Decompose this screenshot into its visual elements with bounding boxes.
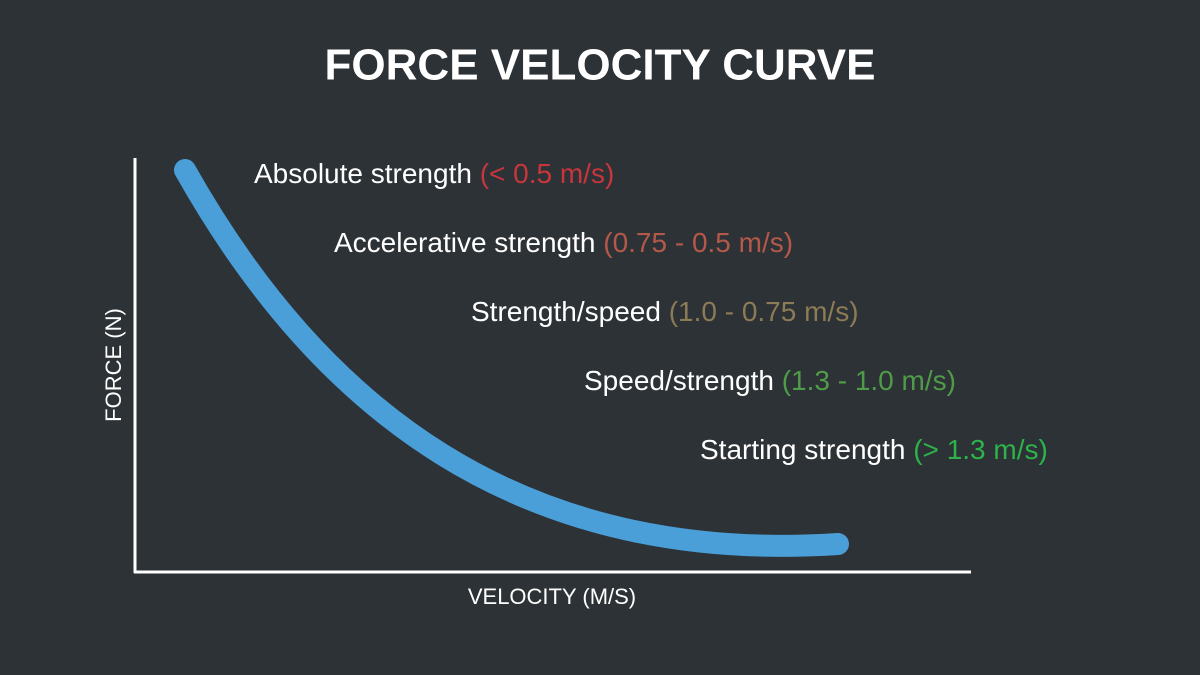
zone-range: (1.3 - 1.0 m/s) — [782, 365, 956, 396]
zone-name: Absolute strength — [254, 158, 472, 189]
zone-label: Absolute strength (< 0.5 m/s) — [254, 158, 614, 189]
zone-range: (> 1.3 m/s) — [913, 434, 1048, 465]
x-axis-label: VELOCITY (M/S) — [468, 584, 636, 609]
zone-range: (1.0 - 0.75 m/s) — [669, 296, 859, 327]
zone-name: Strength/speed — [471, 296, 661, 327]
zone-label: Accelerative strength (0.75 - 0.5 m/s) — [334, 227, 793, 258]
y-axis-label: FORCE (N) — [101, 308, 126, 422]
zone-label: Speed/strength (1.3 - 1.0 m/s) — [584, 365, 956, 396]
zone-name: Speed/strength — [584, 365, 774, 396]
zone-label: Strength/speed (1.0 - 0.75 m/s) — [471, 296, 859, 327]
zone-label: Starting strength (> 1.3 m/s) — [700, 434, 1048, 465]
zone-range: (< 0.5 m/s) — [480, 158, 615, 189]
title: FORCE VELOCITY CURVE — [325, 41, 876, 90]
zone-range: (0.75 - 0.5 m/s) — [603, 227, 793, 258]
zone-name: Accelerative strength — [334, 227, 595, 258]
zone-name: Starting strength — [700, 434, 905, 465]
force-velocity-curve — [174, 159, 849, 557]
